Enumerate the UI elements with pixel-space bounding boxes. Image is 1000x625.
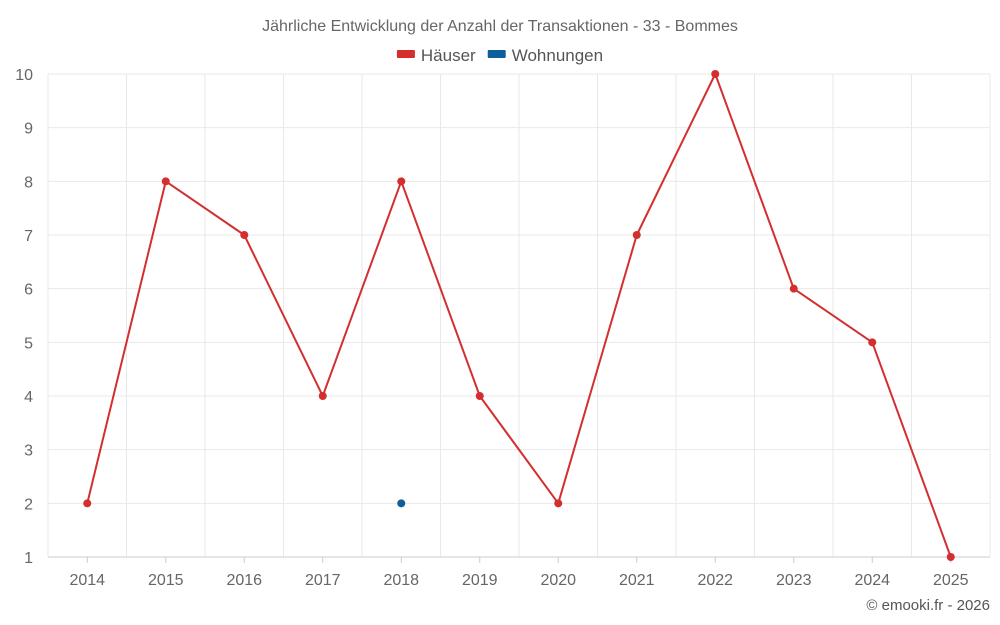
credit-text: © emooki.fr - 2026 (866, 597, 990, 614)
y-tick-label: 6 (24, 282, 33, 299)
data-point[interactable] (868, 338, 877, 347)
series-group (83, 70, 955, 561)
legend-swatch (487, 50, 506, 58)
x-tick-label: 2022 (697, 572, 733, 589)
y-tick-label: 8 (24, 174, 33, 191)
y-tick-label: 10 (15, 67, 33, 84)
data-point[interactable] (711, 70, 720, 78)
legend-item-2[interactable]: Wohnungen (487, 46, 603, 65)
data-point[interactable] (475, 392, 484, 400)
data-point[interactable] (946, 553, 955, 561)
x-tick-label: 2018 (383, 572, 419, 589)
y-axis-ticks: 1 2 3 4 5 6 7 8 9 10 (15, 67, 33, 567)
legend-label: Wohnungen (512, 46, 603, 65)
x-tick-label: 2020 (540, 572, 576, 589)
data-point[interactable] (161, 177, 170, 186)
y-tick-label: 1 (24, 550, 33, 567)
data-point[interactable] (554, 499, 563, 508)
y-tick-label: 3 (24, 443, 33, 460)
data-point[interactable] (789, 284, 798, 293)
y-tick-label: 2 (24, 496, 33, 513)
data-point[interactable] (318, 392, 327, 400)
x-tick-label: 2014 (69, 572, 105, 589)
y-tick-label: 9 (24, 121, 33, 138)
x-tick-label: 2024 (854, 572, 890, 589)
data-point[interactable] (397, 499, 406, 508)
legend-label: Häuser (421, 46, 476, 65)
x-axis-ticks: 2014 2015 2016 2017 2018 2019 2020 2021 2022 2023… (69, 557, 969, 589)
chart-title: Jährliche Entwicklung der Anzahl der Tra… (262, 18, 738, 35)
y-tick-label: 4 (24, 389, 33, 406)
x-tick-label: 2015 (148, 572, 184, 589)
grid (47, 73, 991, 558)
x-tick-label: 2017 (305, 572, 341, 589)
series-line-1 (86, 73, 952, 558)
legend-swatch (396, 50, 415, 58)
x-tick-label: 2019 (462, 572, 498, 589)
legend: Häuser Wohnungen (396, 46, 603, 65)
x-tick-label: 2023 (776, 572, 812, 589)
y-tick-label: 7 (24, 228, 33, 245)
data-point[interactable] (240, 231, 249, 239)
data-point[interactable] (397, 177, 406, 186)
legend-item-1[interactable]: Häuser (396, 46, 476, 65)
data-point[interactable] (632, 231, 641, 239)
data-point[interactable] (83, 499, 92, 508)
x-tick-label: 2016 (226, 572, 262, 589)
x-tick-label: 2025 (933, 572, 969, 589)
y-tick-label: 5 (24, 335, 33, 352)
x-tick-label: 2021 (619, 572, 655, 589)
